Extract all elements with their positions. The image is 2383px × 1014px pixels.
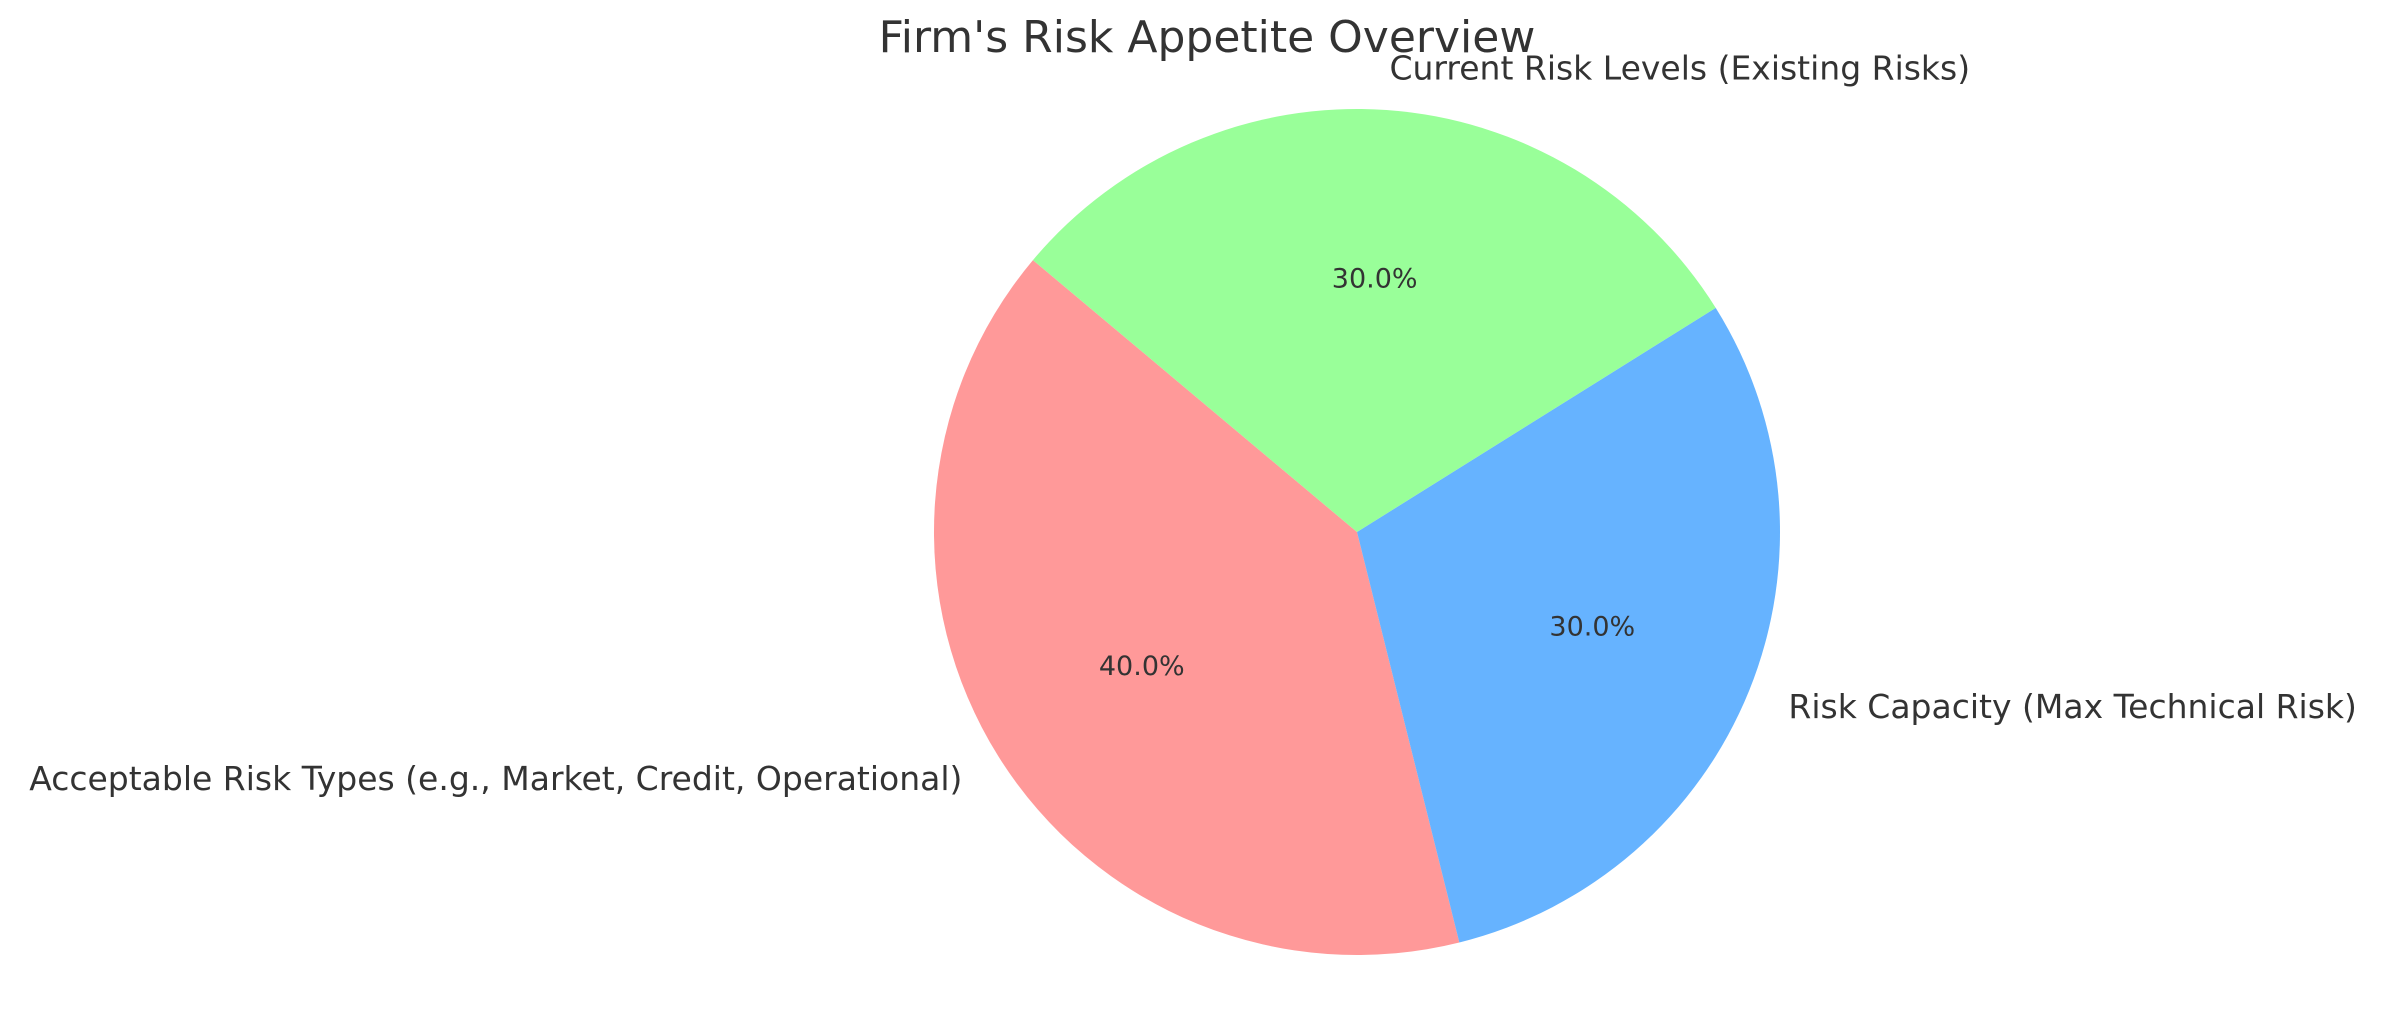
slice-pct-label-2: 30.0% (1549, 612, 1635, 643)
chart-title: Firm's Risk Appetite Overview (879, 12, 1536, 63)
pie-slice-2 (1357, 307, 1781, 943)
slice-pct-label-3: 30.0% (1332, 263, 1418, 294)
slice-label-3: Current Risk Levels (Existing Risks) (1389, 48, 1970, 87)
pie-slice-1 (933, 260, 1460, 956)
slice-label-2: Risk Capacity (Max Technical Risk) (1788, 687, 2356, 726)
slice-pct-label-1: 40.0% (1099, 651, 1185, 682)
pie-labels: 40.0% Acceptable Risk Types (e.g., Market… (29, 48, 2357, 798)
pie-slices (933, 108, 1781, 956)
pie-slice-3 (1032, 108, 1716, 533)
slice-label-1: Acceptable Risk Types (e.g., Market, Cre… (29, 759, 962, 798)
